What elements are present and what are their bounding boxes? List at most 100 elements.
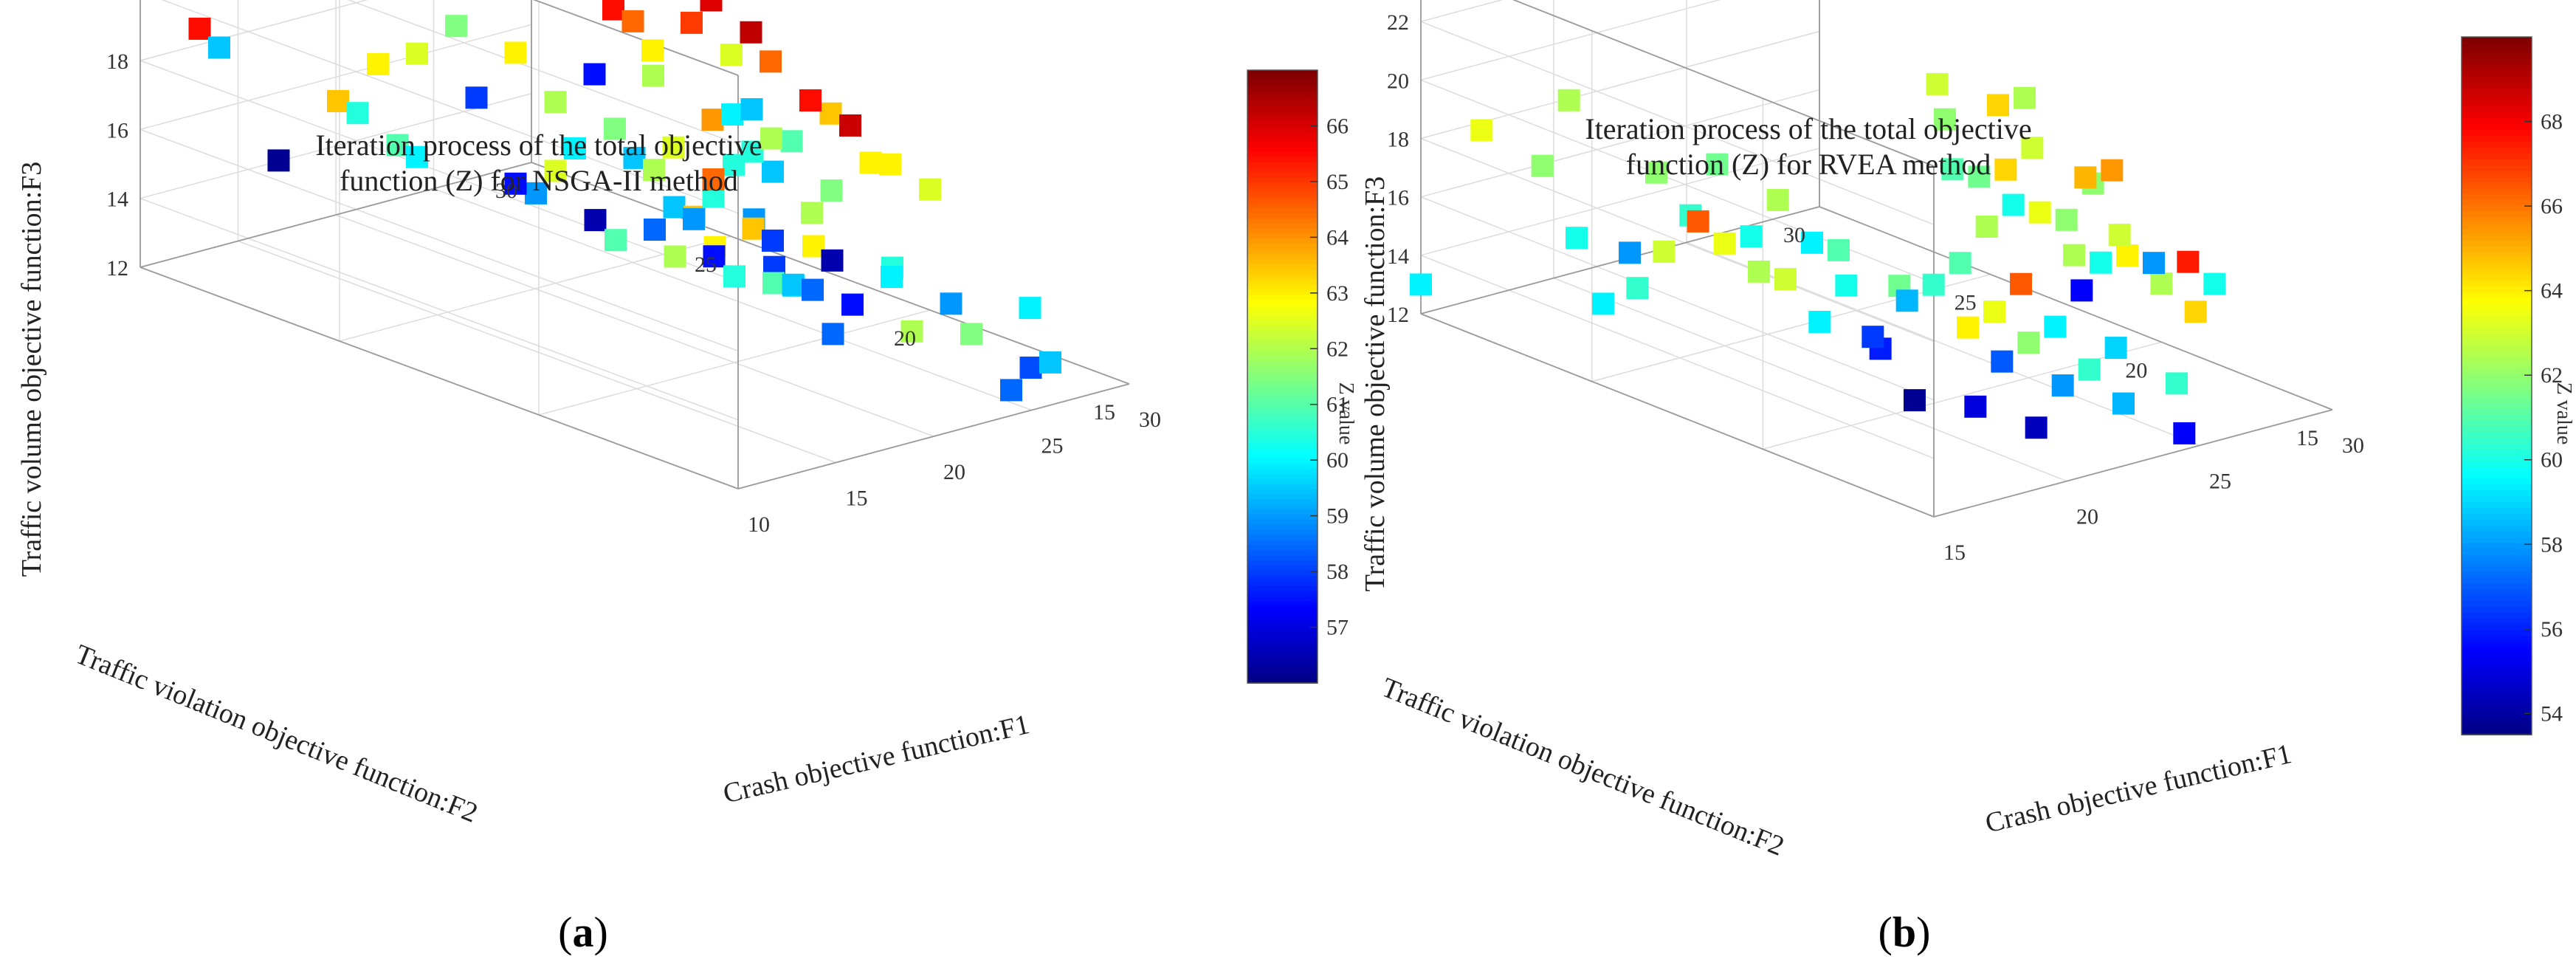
- chart-a-gridline-z: [140, 197, 739, 421]
- chart-b-data-point: [2014, 86, 2036, 109]
- chart-a-data-point: [604, 117, 626, 140]
- chart-b-colorbar-segment: [2462, 165, 2532, 172]
- chart-b-data-point: [2101, 159, 2124, 182]
- chart-b-colorbar-segment: [2462, 589, 2532, 596]
- chart-b-data-point: [1740, 225, 1763, 248]
- chart-a-colorbar-segment: [1247, 442, 1318, 449]
- chart-a-data-point: [406, 42, 428, 65]
- chart-a-colorbar-segment: [1247, 678, 1318, 684]
- chart-a-data-point: [940, 292, 962, 315]
- chart-a-colorbar-segment: [1247, 295, 1318, 301]
- chart-b-x-tick-label: 25: [2209, 469, 2231, 493]
- chart-b-data-point: [1566, 227, 1588, 250]
- chart-a-gridlines: [140, 0, 1130, 489]
- chart-a-colorbar-segment: [1247, 499, 1318, 505]
- chart-a-colorbar-segment: [1247, 188, 1318, 193]
- chart-a-data-point: [663, 196, 686, 219]
- chart-b-colorbar-segment: [2462, 188, 2532, 195]
- chart-a-z-tick-label: 12: [106, 256, 128, 281]
- chart-a-colorbar-segment: [1247, 545, 1318, 552]
- chart-a-colorbar-segment: [1247, 585, 1318, 592]
- chart-b-data-point: [1774, 268, 1797, 291]
- chart-b-colorbar-segment: [2462, 543, 2532, 549]
- chart-a-data-point: [367, 52, 389, 75]
- chart-a-data-point: [780, 130, 803, 153]
- chart-a-colorbar-segment: [1247, 151, 1318, 158]
- chart-a-data-point: [700, 0, 723, 12]
- chart-a-colorbar-label: Z value: [1335, 382, 1357, 445]
- chart-a-data-point: [406, 145, 428, 168]
- chart-b-colorbar-segment: [2462, 275, 2532, 282]
- chart-a-colorbar-segment: [1247, 300, 1318, 306]
- chart-b-colorbar-segment: [2462, 438, 2532, 445]
- chart-a-gridline-x: [335, 214, 934, 437]
- chart-a-title-line2: function (Z) for NSGA-II method: [340, 164, 738, 197]
- chart-b-data-point: [1808, 310, 1831, 333]
- chart-a-data-point: [681, 11, 703, 34]
- chart-b-z-tick-label: 18: [1387, 128, 1409, 152]
- chart-b-colorbar-segment: [2462, 409, 2532, 416]
- chart-a-x-tick-label: 30: [1139, 408, 1161, 432]
- chart-a-colorbar-segment: [1247, 484, 1318, 490]
- chart-a-colorbar-segment: [1247, 391, 1318, 398]
- chart-a-data-point: [782, 273, 805, 296]
- chart-a-data-point: [623, 146, 646, 169]
- chart-b-title-line2: function (Z) for RVEA method: [1626, 148, 1991, 181]
- chart-b-data-point: [1835, 274, 1858, 297]
- chart-a-colorbar-segment: [1247, 141, 1318, 148]
- chart-a-colorbar-segment: [1247, 463, 1318, 470]
- chart-b-data-point: [1926, 72, 1949, 95]
- chart-a-colorbar-segment: [1247, 540, 1318, 546]
- chart-b-colorbar-segment: [2462, 432, 2532, 439]
- chart-b-colorbar-segment: [2462, 397, 2532, 405]
- chart-a-z-tick-label: 14: [106, 188, 128, 212]
- chart-b-z-tick-label: 20: [1387, 69, 1409, 93]
- chart-b-colorbar-tick-label: 68: [2541, 110, 2563, 134]
- chart-b-colorbar-segment: [2462, 78, 2532, 84]
- chart-a-colorbar-segment: [1247, 433, 1318, 439]
- chart-b-gridline-z: [1420, 89, 1820, 198]
- chart-a-box-edge: [140, 267, 739, 489]
- chart-b-data-point: [2063, 244, 2085, 267]
- chart-a-gridline-z: [140, 0, 368, 61]
- chart-a-colorbar-segment: [1247, 560, 1318, 566]
- chart-a-colorbar-segment: [1247, 172, 1318, 179]
- chart-b-colorbar-segment: [2462, 37, 2532, 44]
- chart-a-colorbar-segment: [1247, 402, 1318, 408]
- chart-a-data-point: [702, 168, 725, 191]
- chart-a-colorbar-segment: [1247, 601, 1318, 608]
- chart-a-colorbar-tick-label: 60: [1326, 448, 1349, 473]
- chart-a-colorbar-tick-label: 59: [1326, 504, 1349, 529]
- chart-a-colorbar-segment: [1247, 412, 1318, 419]
- chart-a-data-point: [1019, 297, 1041, 320]
- chart-b-x-axis-label: Crash objective function:F1: [1983, 738, 2295, 839]
- chart-a-z-tick-label: 20: [106, 0, 128, 5]
- chart-b-data-point: [1941, 158, 1964, 181]
- chart-b-colorbar-segment: [2462, 426, 2532, 433]
- chart-b-data-point: [1949, 252, 1971, 275]
- chart-b-colorbar-segment: [2462, 583, 2532, 591]
- chart-b-colorbar-segment: [2462, 135, 2532, 142]
- chart-a-data-point: [760, 127, 782, 150]
- chart-a-colorbar-segment: [1247, 422, 1318, 429]
- chart-a-colorbar-segment: [1247, 596, 1318, 602]
- chart-a-colorbar-segment: [1247, 202, 1318, 209]
- chart-b-data-point: [1619, 241, 1641, 264]
- chart-a-data-point: [741, 140, 764, 163]
- chart-b-data-point: [2074, 166, 2097, 189]
- chart-b-data-point: [2108, 224, 2131, 247]
- chart-a-data-point: [605, 229, 627, 252]
- chart-a-data-point: [208, 36, 230, 59]
- chart-a-gridline-z: [347, 0, 739, 145]
- chart-a-data-point: [525, 182, 547, 205]
- chart-b-colorbar-segment: [2462, 205, 2532, 213]
- chart-a-colorbar-segment: [1247, 218, 1318, 224]
- chart-b-colorbar-segment: [2462, 670, 2532, 678]
- chart-b-colorbar-segment: [2462, 193, 2532, 201]
- chart-b-colorbar-segment: [2462, 106, 2532, 114]
- chart-b-colorbar-segment: [2462, 484, 2532, 492]
- chart-a-colorbar-tick-label: 62: [1326, 337, 1349, 361]
- chart-a-y-tick-label: 30: [495, 179, 517, 203]
- chart-b-data-point: [1592, 292, 1614, 315]
- chart-b-colorbar-segment: [2462, 234, 2532, 241]
